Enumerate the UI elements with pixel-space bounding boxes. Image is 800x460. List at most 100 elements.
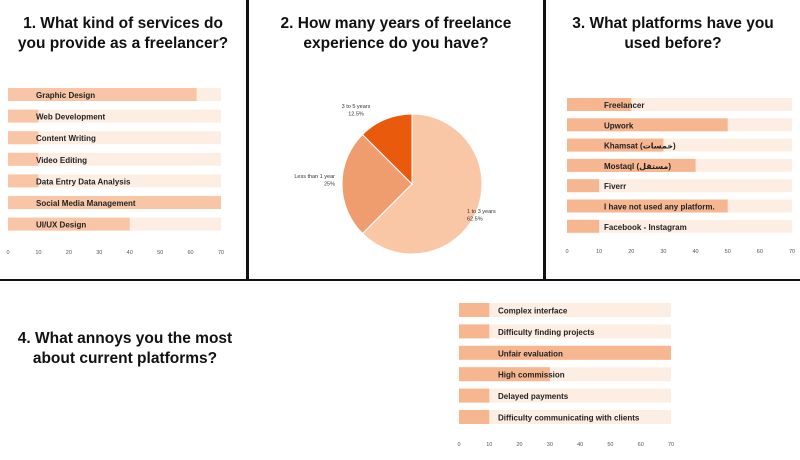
q1-bar-track: [8, 152, 221, 166]
q1-bar-label: Content Writing: [36, 134, 96, 143]
q4-bar-track: [459, 303, 671, 317]
q2-title-line1: 2. How many years of freelance: [280, 15, 512, 32]
q2-slice-percent: 12.5%: [348, 112, 364, 118]
q1-bar-label: UI/UX Design: [36, 221, 86, 230]
q4-bar-label: High commission: [498, 371, 565, 380]
q3-bar-label: Khamsat (خمسات): [604, 142, 676, 151]
q2-pie-slice: [361, 113, 413, 186]
q1-title-line1: 1. What kind of services do: [23, 15, 223, 32]
q4-bar: [459, 303, 490, 317]
q1-bar-label: Social Media Management: [36, 199, 136, 208]
q3-x-tick-label: 30: [660, 249, 666, 255]
q1-x-tick-label: 40: [127, 250, 133, 256]
q3-x-tick-label: 60: [757, 249, 763, 255]
q3-bar-label: Freelancer: [604, 101, 644, 110]
q1-bar-chart: Graphic Design Web Development Content Wri…: [6, 88, 224, 256]
q2-slice-percent: 62.5%: [467, 217, 483, 223]
q2-slice-label: Less than 1 year: [294, 174, 335, 180]
q4-bar-label: Complex interface: [498, 307, 568, 316]
q3-bar: [567, 199, 728, 213]
q1-bar-track: [8, 174, 221, 188]
q4-bar: [459, 388, 490, 403]
q4-x-tick-label: 10: [486, 442, 492, 448]
q1-title: 1. What kind of services do you provide …: [0, 14, 246, 54]
q1-x-tick-label: 10: [35, 250, 41, 256]
q4-x-tick-label: 0: [457, 442, 460, 448]
q3-bar: [567, 118, 728, 132]
q2-slice-label: 3 to 5 years: [342, 104, 371, 110]
q3-bar-label: Fiverr: [604, 182, 626, 191]
divider-v-right: [543, 0, 546, 280]
q3-bar-label: Upwork: [604, 121, 634, 130]
q1-bar: [8, 109, 39, 123]
q1-bar-label: Graphic Design: [36, 91, 95, 100]
q4-bar-track: [459, 324, 671, 339]
q3-x-tick-label: 10: [596, 249, 602, 255]
divider-h: [0, 279, 800, 281]
q1-bar-label: Video Editing: [36, 156, 87, 165]
q2-slice-label: 1 to 3 years: [467, 209, 496, 215]
q3-bar-label: I have not used any platform.: [604, 203, 715, 212]
q1-bar-track: [8, 109, 221, 123]
q4-bar: [459, 367, 550, 382]
q1-bar: [8, 174, 39, 188]
q4-title-line2: about current platforms?: [32, 350, 218, 368]
q4-x-tick-label: 60: [638, 442, 644, 448]
q1-bar: [8, 217, 130, 231]
q4-bar-track: [459, 410, 671, 424]
q1-bar-track: [8, 131, 221, 145]
q3-x-tick-label: 70: [789, 249, 795, 255]
q4-bar-label: Difficulty communicating with clients: [498, 414, 640, 423]
q3-title-line1: 3. What platforms have you: [572, 15, 774, 32]
q1-x-tick-label: 60: [188, 250, 194, 256]
q2-pie-slice: [361, 113, 483, 255]
q3-bar: [567, 158, 696, 172]
q2-title: 2. How many years of freelance experienc…: [249, 14, 543, 54]
q4-bar-label: Difficulty finding projects: [498, 328, 595, 337]
q1-x-tick-label: 0: [6, 250, 9, 256]
q3-bar: [567, 138, 664, 152]
q1-x-tick-label: 50: [157, 250, 163, 256]
q4-x-tick-label: 30: [547, 442, 553, 448]
q1-bar: [8, 152, 39, 166]
q4-x-tick-label: 20: [517, 442, 523, 448]
q3-bar: [567, 179, 600, 193]
q4-bar: [459, 345, 671, 360]
q1-x-tick-label: 20: [66, 250, 72, 256]
q3-bar-label: Facebook - Instagram: [604, 223, 687, 232]
q1-x-tick-label: 70: [218, 250, 224, 256]
q4-bar-label: Delayed payments: [498, 392, 569, 401]
q1-bar: [8, 196, 221, 209]
q4-title: 4. What annoys you the most about curren…: [0, 329, 250, 369]
q4-bar-chart: Complex interface Difficulty finding proj…: [457, 303, 674, 448]
q4-bar-label: Unfair evaluation: [498, 349, 563, 358]
q2-slice-percent: 25%: [324, 182, 335, 188]
q4-bar: [459, 410, 490, 424]
q4-x-tick-label: 40: [577, 442, 583, 448]
q2-title-line2: experience do you have?: [303, 35, 489, 53]
q1-bar: [8, 88, 197, 101]
q3-bar-track: [567, 179, 792, 193]
q1-bar-label: Data Entry Data Analysis: [36, 177, 131, 186]
q3-bar: [567, 219, 600, 233]
q3-bar: [567, 98, 632, 111]
q4-x-tick-label: 50: [607, 442, 613, 448]
q3-x-tick-label: 0: [565, 249, 568, 255]
q2-pie-slice: [341, 133, 413, 235]
q1-x-tick-label: 30: [96, 250, 102, 256]
q4-title-line1: 4. What annoys you the most: [17, 330, 233, 347]
q1-bar-label: Web Development: [36, 113, 106, 122]
q4-bar-track: [459, 388, 671, 403]
q3-bar-track: [567, 219, 792, 233]
q2-pie-chart: 1 to 3 years 62.5% Less than 1 year 25% 3 to…: [294, 104, 496, 255]
divider-v-left: [246, 0, 249, 280]
q3-title: 3. What platforms have you used before?: [546, 14, 800, 54]
q3-bar-label: Mostaql (مستقل): [604, 162, 671, 171]
q3-bar-chart: Freelancer Upwork Khamsat (خمسات) Mostaql (…: [565, 98, 795, 255]
q3-x-tick-label: 40: [693, 249, 699, 255]
q3-x-tick-label: 50: [725, 249, 731, 255]
q4-x-tick-label: 70: [668, 442, 674, 448]
q3-x-tick-label: 20: [628, 249, 634, 255]
q3-title-line2: used before?: [624, 35, 722, 53]
q1-title-line2: you provide as a freelancer?: [17, 35, 229, 53]
